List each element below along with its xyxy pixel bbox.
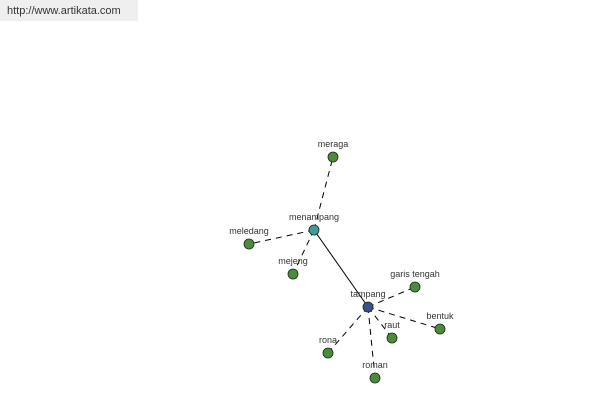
edge-tampang-roman [367, 306, 376, 379]
edge-menampang-meledang [248, 229, 315, 245]
edge-tampang-bentuk [367, 306, 441, 330]
edge-tampang-garis-tengah [367, 286, 416, 308]
node-marker[interactable] [287, 268, 299, 280]
node-garis-tengah[interactable]: garis tengah [390, 269, 440, 293]
node-bentuk[interactable]: bentuk [426, 311, 454, 335]
edge-tampang-menampang [313, 229, 369, 308]
node-marker[interactable] [322, 347, 334, 359]
node-mejeng[interactable]: mejeng [278, 256, 308, 280]
node-label: mejeng [278, 256, 308, 266]
node-marker[interactable] [243, 238, 255, 250]
node-marker[interactable] [409, 281, 421, 293]
node-rona[interactable]: rona [319, 335, 337, 359]
node-marker[interactable] [434, 323, 446, 335]
node-marker[interactable] [327, 151, 339, 163]
node-label: menampang [289, 212, 339, 222]
node-label: raut [384, 320, 400, 330]
node-label: garis tengah [390, 269, 440, 279]
edge-menampang-mejeng [292, 229, 315, 275]
node-meledang[interactable]: meledang [229, 226, 269, 250]
node-label: roman [362, 360, 388, 370]
node-tampang[interactable]: tampang [350, 289, 386, 313]
node-label: bentuk [426, 311, 454, 321]
node-label: meledang [229, 226, 269, 236]
node-marker[interactable] [308, 224, 320, 236]
node-raut[interactable]: raut [384, 320, 400, 344]
node-label: tampang [350, 289, 385, 299]
node-label: rona [319, 335, 337, 345]
edge-menampang-meraga [313, 156, 334, 231]
node-roman[interactable]: roman [362, 360, 388, 384]
node-meraga[interactable]: meraga [318, 139, 349, 163]
node-menampang[interactable]: menampang [289, 212, 339, 236]
watermark-link[interactable]: http://www.artikata.com [0, 0, 138, 21]
node-label: meraga [318, 139, 349, 149]
node-marker[interactable] [386, 332, 398, 344]
node-marker[interactable] [369, 372, 381, 384]
node-marker[interactable] [362, 301, 374, 313]
edge-tampang-rona [327, 306, 369, 354]
